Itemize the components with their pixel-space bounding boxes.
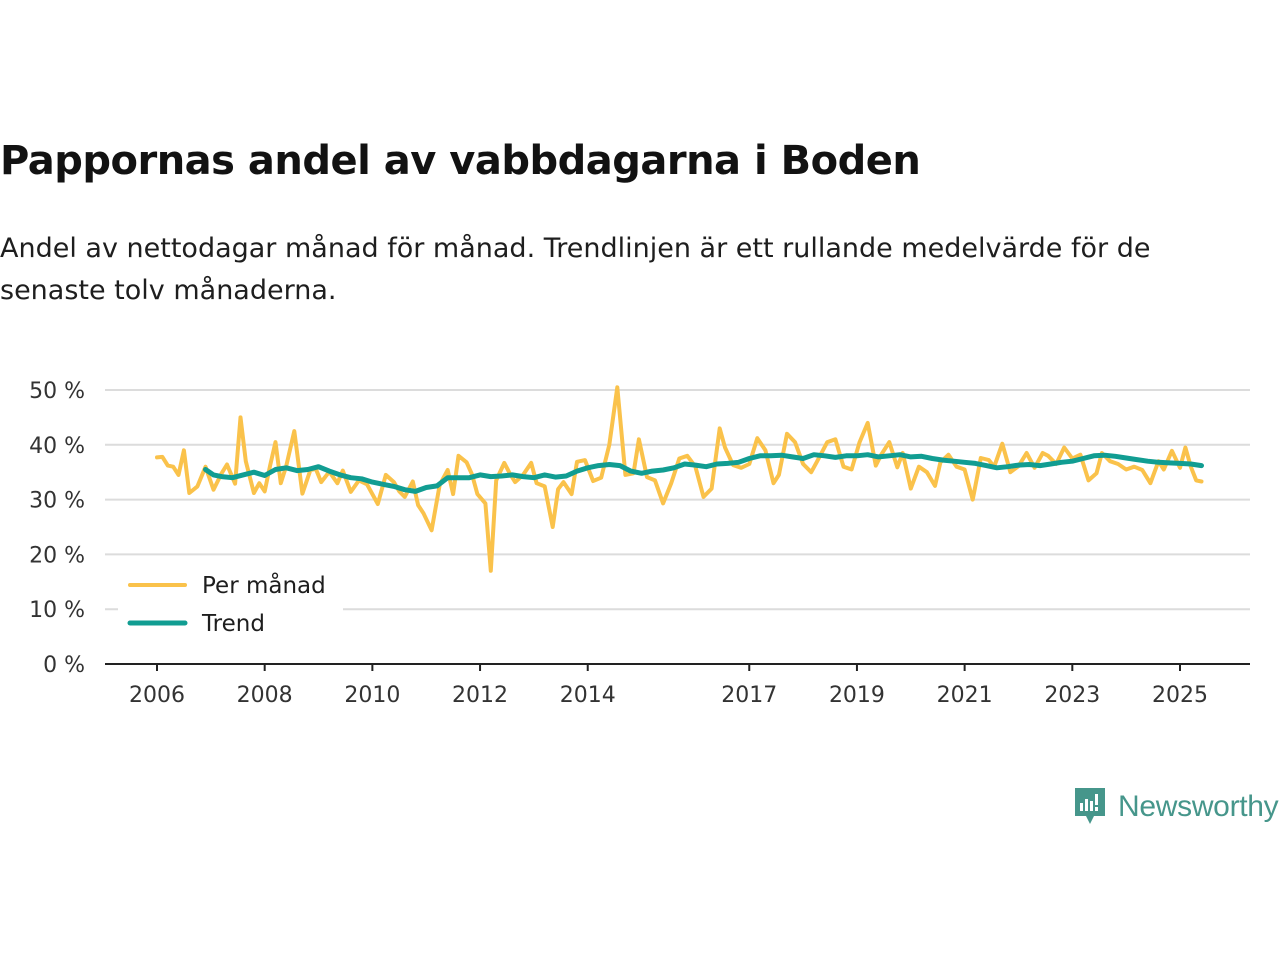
y-tick-label: 40 % (29, 434, 85, 459)
x-tick-label: 2006 (129, 683, 185, 708)
y-tick-label: 30 % (29, 489, 85, 514)
y-axis-tick-labels: 0 % 10 % 20 % 30 % 40 % 50 % (29, 379, 85, 678)
x-tick-label: 2010 (344, 683, 400, 708)
y-tick-label: 20 % (29, 543, 85, 568)
x-tick-label: 2008 (237, 683, 293, 708)
x-tick-label: 2017 (721, 683, 777, 708)
brand-name: Newsworthy (1118, 790, 1279, 823)
x-tick-label: 2014 (560, 683, 616, 708)
legend-label: Per månad (202, 571, 326, 599)
y-tick-label: 50 % (29, 379, 85, 404)
legend: Per månad Trend (118, 565, 343, 645)
x-axis (105, 663, 1250, 671)
legend-background (118, 565, 343, 645)
x-tick-label: 2012 (452, 683, 508, 708)
chart-subtitle: Andel av nettodagar månad för månad. Tre… (0, 233, 1151, 306)
legend-label: Trend (201, 611, 265, 637)
x-tick-label: 2023 (1044, 683, 1100, 708)
brand-logo: Newsworthy (1072, 786, 1279, 828)
monthly-series-line (155, 385, 1204, 573)
trend-series-line (203, 452, 1204, 494)
x-axis-tick-labels: 2006 2008 2010 2012 2014 2017 2019 2021 2023 2025 (129, 683, 1208, 708)
y-tick-label: 0 % (43, 653, 85, 678)
newsworthy-logo-icon (1075, 788, 1105, 824)
series-lines (155, 385, 1204, 573)
x-tick-label: 2019 (829, 683, 885, 708)
x-tick-label: 2025 (1152, 683, 1208, 708)
y-tick-label: 10 % (29, 598, 85, 623)
line-chart: 0 % 10 % 20 % 30 % 40 % 50 % 2006 2008 2010 2012… (29, 379, 1250, 708)
x-tick-label: 2021 (937, 683, 993, 708)
chart-title: Pappornas andel av vabbdagarna i Boden (0, 138, 921, 184)
